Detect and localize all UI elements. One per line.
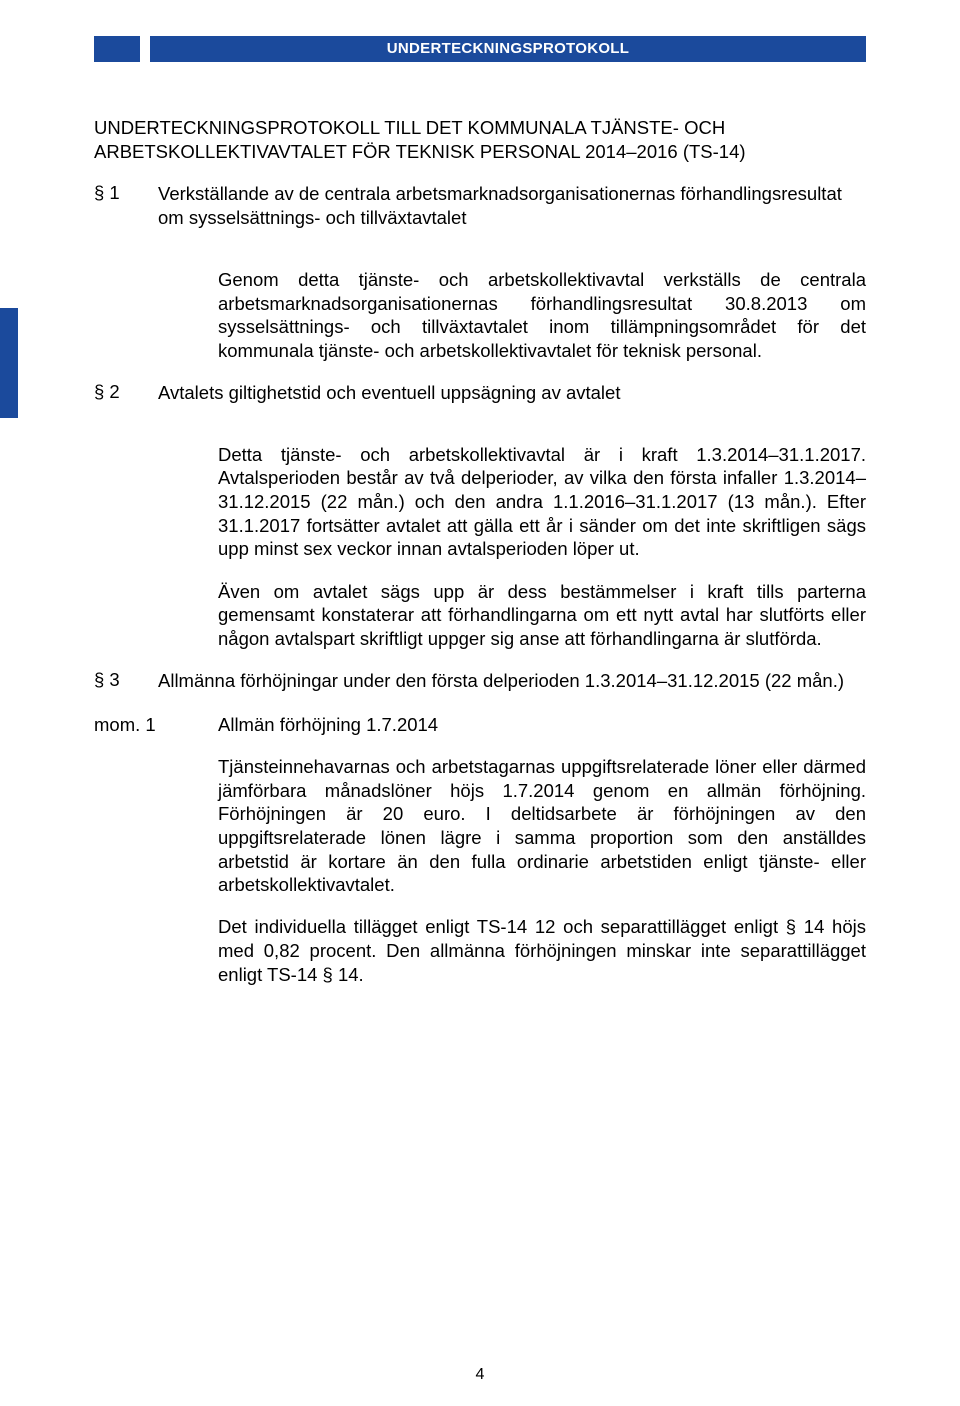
page-number: 4 [0,1366,960,1384]
mom-1-label: mom. 1 [94,714,218,736]
document-title: UNDERTECKNINGSPROTOKOLL TILL DET KOMMUNA… [94,116,866,164]
header-bar: UNDERTECKNINGSPROTOKOLL [94,36,866,62]
mom-1-para-1: Tjänsteinnehavarnas och arbetstagarnas u… [218,755,866,897]
mom-1-para-2: Det individuella tillägget enligt TS-14 … [218,915,866,986]
section-2: § 2 Avtalets giltighetstid och eventuell… [94,381,866,405]
section-1-number: § 1 [94,182,158,229]
header-title: UNDERTECKNINGSPROTOKOLL [150,36,866,62]
page: UNDERTECKNINGSPROTOKOLL UNDERTECKNINGSPR… [0,0,960,1406]
side-tab [0,308,18,418]
section-1-heading: Verkställande av de centrala arbetsmarkn… [158,182,866,229]
section-2-number: § 2 [94,381,158,405]
header-accent-left [94,36,140,62]
section-2-heading: Avtalets giltighetstid och eventuell upp… [158,381,866,405]
section-1-para-1: Genom detta tjänste- och arbetskollektiv… [218,268,866,363]
section-3: § 3 Allmänna förhöjningar under den förs… [94,669,866,693]
header-gap [140,36,150,62]
section-1: § 1 Verkställande av de centrala arbetsm… [94,182,866,229]
mom-1-heading: Allmän förhöjning 1.7.2014 [218,714,866,736]
section-3-heading: Allmänna förhöjningar under den första d… [158,669,866,693]
mom-1: mom. 1 Allmän förhöjning 1.7.2014 [94,714,866,736]
section-2-para-2: Även om avtalet sägs upp är dess bestämm… [218,580,866,651]
section-3-number: § 3 [94,669,158,693]
section-2-para-1: Detta tjänste- och arbetskollektivavtal … [218,443,866,561]
